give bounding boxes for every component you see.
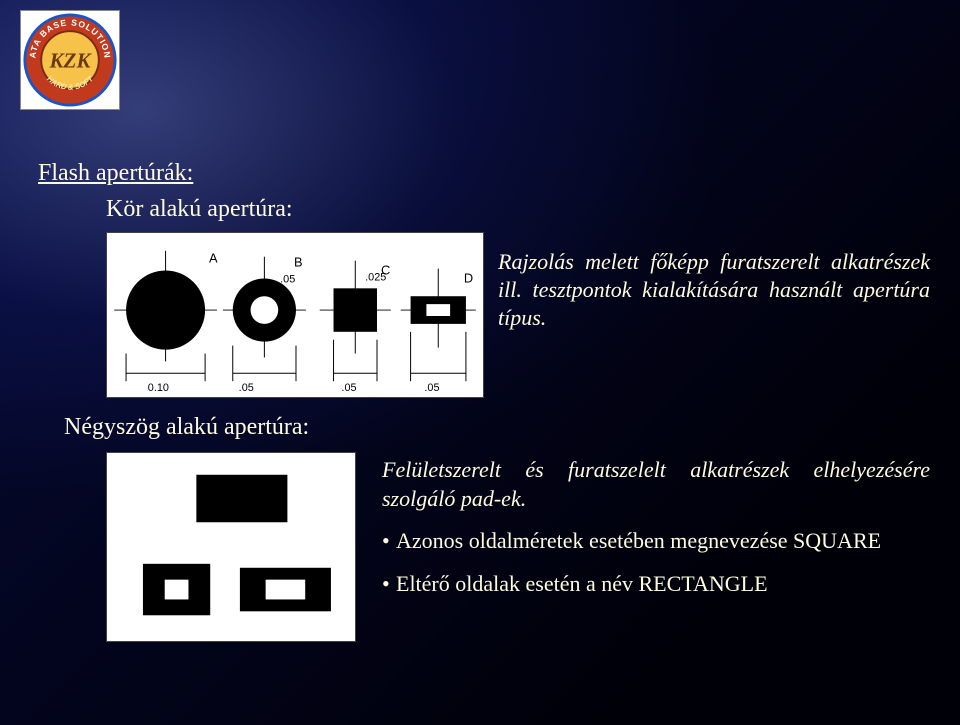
dim-b-outer: .05 — [239, 382, 254, 394]
shape-hollow-rect — [240, 568, 331, 612]
figure2-svg — [107, 453, 355, 641]
logo-svg: DATA BASE SOLUTIONS HARD & SOFT KZK — [22, 12, 118, 108]
logo-badge: DATA BASE SOLUTIONS HARD & SOFT KZK — [20, 10, 120, 110]
caption2-bullet-square: •Azonos oldalméretek esetében megnevezés… — [382, 527, 930, 556]
shape-b-donut-circle — [233, 278, 296, 341]
caption-rect-apertures: Felületszerelt és furatszelelt alkatrész… — [382, 456, 930, 612]
shape-solid-rect — [196, 475, 287, 522]
section-heading-circle: Kör alakú apertúra: — [106, 196, 293, 223]
caption2-bullet-rectangle: •Eltérő oldalak esetén a név RECTANGLE — [382, 570, 930, 599]
figure-circle-apertures: A B C D 0.10 .05 .05 — [106, 232, 484, 398]
figure-rect-apertures — [106, 452, 356, 642]
dim-b-inner: .05 — [280, 273, 295, 285]
dim-d: .05 — [424, 382, 439, 394]
caption2-intro: Felületszerelt és furatszelelt alkatrész… — [382, 456, 930, 513]
shape-d-donut-rect — [411, 296, 466, 324]
dim-c-outer: .05 — [341, 382, 356, 394]
label-b: B — [294, 255, 303, 270]
section-heading-rect: Négyszög alakú apertúra: — [64, 414, 309, 441]
shape-hollow-square — [143, 564, 210, 615]
shape-c-filled-square — [334, 288, 377, 331]
caption-circle-apertures: Rajzolás melett főképp furatszerelt alka… — [498, 248, 930, 332]
label-a: A — [209, 251, 218, 266]
dim-a: 0.10 — [148, 382, 169, 394]
label-d: D — [464, 270, 473, 285]
figure1-svg: A B C D 0.10 .05 .05 — [107, 233, 483, 397]
logo-center-text: KZK — [48, 49, 92, 73]
slide-title: Flash apertúrák: — [38, 160, 193, 187]
dim-c-inner: .025 — [365, 271, 386, 283]
shape-a-filled-circle — [126, 271, 205, 350]
